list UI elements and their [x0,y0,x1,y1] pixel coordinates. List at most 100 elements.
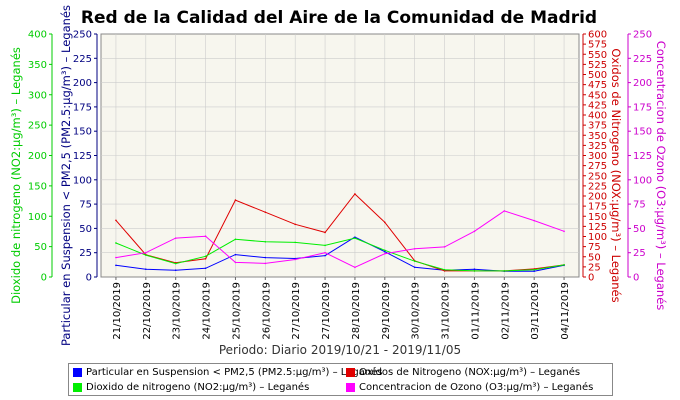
data-point-nox [115,219,117,222]
o3-axis-label: Concentracion de Ozono (O3:μg/m³) – Lega… [654,41,668,311]
data-point-no2 [115,242,117,244]
data-point-o3 [324,251,326,254]
nox-tick-label: 150 [588,212,607,223]
data-point-pm25 [473,268,476,271]
data-point-o3 [443,246,446,248]
x-tick-label: 28/10/2019 [351,282,362,340]
legend: Particular en Suspension < PM2,5 (PM2.5:… [68,363,613,396]
legend-swatch [73,368,82,377]
nox-tick-label: 50 [588,252,601,263]
data-point-no2 [503,270,506,272]
nox-tick-label: 600 [588,30,607,41]
series-line-pm25 [115,236,565,272]
o3-tick-label: 75 [633,200,646,211]
x-tick-label: 03/11/2019 [530,282,541,340]
data-point-pm25 [234,253,237,256]
no2-tick-label: 0 [41,273,47,284]
x-tick-label: 01/11/2019 [470,282,481,340]
nox-tick-label: 125 [588,222,607,233]
data-point-pm25 [174,269,177,271]
data-point-pm25 [324,254,326,257]
data-point-no2 [145,254,147,256]
nox-tick-label: 75 [588,242,601,253]
data-point-nox [294,223,296,226]
legend-label: Dioxido de nitrogeno (NO2:μg/m³) – Legan… [86,382,310,393]
x-tick-label: 21/10/2019 [112,282,123,340]
pm25-tick-label: 125 [73,151,92,162]
data-point-no2 [354,237,356,239]
data-point-no2 [413,260,416,263]
x-tick-label: 04/11/2019 [560,282,571,340]
data-point-no2 [563,264,565,266]
data-point-no2 [324,244,326,247]
legend-label: Concentracion de Ozono (O3:μg/m³) – Lega… [359,382,594,393]
legend-swatch [346,368,355,377]
chart-title: Red de la Calidad del Aire de la Comunid… [81,8,597,28]
data-point-no2 [234,238,237,241]
data-point-pm25 [413,266,416,269]
data-point-o3 [503,210,506,212]
o3-tick-label: 150 [633,127,652,138]
data-point-o3 [533,219,535,222]
data-point-o3 [473,230,476,233]
pm25-axis-label: Particular en Suspension < PM2,5 (PM2.5:… [59,5,73,346]
pm25-tick-label: 0 [86,273,92,284]
nox-tick-label: 300 [588,151,607,162]
x-tick-label: 31/10/2019 [441,282,452,340]
series-line-o3 [115,210,565,268]
nox-tick-label: 450 [588,90,607,101]
data-point-o3 [563,230,565,233]
pm25-tick-label: 150 [73,127,92,138]
pm25-tick-label: 75 [79,200,92,211]
no2-tick-label: 200 [28,151,47,162]
data-point-pm25 [204,267,207,270]
nox-tick-label: 325 [588,141,607,152]
data-point-nox [354,193,356,195]
nox-tick-label: 0 [588,273,594,284]
pm25-tick-label: 200 [73,78,92,89]
data-point-no2 [204,255,207,258]
legend-item-no2: Dioxido de nitrogeno (NO2:μg/m³) – Legan… [73,382,309,393]
series-lines [115,193,565,272]
data-point-nox [324,231,326,234]
legend-label: Particular en Suspension < PM2,5 (PM2.5:… [86,367,383,378]
data-point-no2 [384,249,386,252]
data-point-pm25 [533,270,535,272]
legend-item-o3: Concentracion de Ozono (O3:μg/m³) – Lega… [346,382,593,393]
x-tick-label: 26/10/2019 [261,282,272,340]
data-point-no2 [533,268,535,271]
data-point-nox [234,199,237,201]
o3-tick-label: 0 [633,273,639,284]
data-point-no2 [443,268,446,271]
x-tick-label: 27/10/2019 [291,282,302,340]
nox-tick-label: 225 [588,181,607,192]
nox-tick-label: 25 [588,262,601,273]
grid-lines [101,34,579,277]
legend-item-nox: Oxidos de Nitrogeno (NOX:μg/m³) – Legané… [346,367,580,378]
data-point-no2 [264,240,267,243]
data-point-no2 [174,262,177,265]
legend-swatch [346,383,355,392]
nox-tick-label: 550 [588,50,607,61]
legend-label: Oxidos de Nitrogeno (NOX:μg/m³) – Legané… [359,367,581,378]
no2-tick-label: 50 [34,242,47,253]
o3-tick-label: 250 [633,30,652,41]
data-point-o3 [234,261,237,264]
data-point-no2 [294,241,296,244]
no2-tick-label: 400 [28,30,47,41]
nox-tick-label: 525 [588,60,607,71]
data-point-pm25 [145,268,147,271]
x-axis-ticks: 21/10/2019 22/10/2019 23/10/2019 24/10/2019… [112,277,571,340]
nox-tick-label: 350 [588,131,607,142]
pm25-tick-label: 25 [79,248,92,259]
nox-tick-label: 275 [588,161,607,172]
data-point-o3 [204,235,207,237]
nox-axis-label: Oxidos de Nitrogeno (NOX:μg/m³) – Legané… [609,48,623,302]
no2-tick-label: 100 [28,212,47,223]
data-point-nox [384,221,386,224]
pm25-tick-label: 225 [73,54,92,65]
data-point-pm25 [115,264,117,267]
no2-tick-label: 300 [28,90,47,101]
o3-tick-label: 200 [633,78,652,89]
x-tick-label: 02/11/2019 [500,282,511,340]
